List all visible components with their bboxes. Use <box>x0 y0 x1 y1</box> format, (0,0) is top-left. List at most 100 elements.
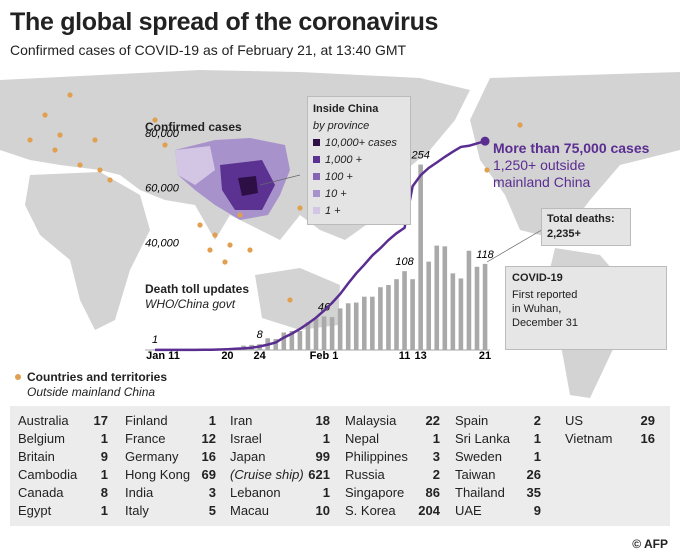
deaths-title: Total deaths: <box>547 213 615 225</box>
country-count: 1 <box>322 431 330 446</box>
swatch <box>313 139 320 146</box>
covid-title: COVID-19 <box>512 272 563 284</box>
bar <box>394 279 399 350</box>
country-dot <box>237 212 243 218</box>
country-name: (Cruise ship) <box>230 467 304 482</box>
country-dot <box>107 177 113 183</box>
bar <box>418 164 423 350</box>
country-name: UAE <box>455 503 482 518</box>
country-count: 1 <box>322 485 330 500</box>
country-count: 5 <box>208 503 216 518</box>
line-end <box>480 136 490 146</box>
country-name: Belgium <box>18 431 65 446</box>
leader-line <box>486 227 546 263</box>
bar-label: 108 <box>395 256 414 268</box>
legend-deaths-source: WHO/China govt <box>145 297 236 311</box>
bar <box>337 308 343 350</box>
country-count: 99 <box>315 449 330 464</box>
bar <box>353 302 359 350</box>
country-name: Taiwan <box>455 467 496 482</box>
country-dot <box>92 137 98 143</box>
swatch <box>313 190 320 197</box>
bar <box>426 261 431 350</box>
country-count: 8 <box>100 485 108 500</box>
country-name: Cambodia <box>18 467 78 482</box>
bar <box>402 271 407 350</box>
bar-label: 46 <box>318 301 331 313</box>
country-count: 1 <box>100 467 108 482</box>
country-count: 10 <box>315 503 330 518</box>
china-legend-item: 10 + <box>313 186 405 203</box>
country-dot <box>162 142 168 148</box>
country-count: 26 <box>526 467 541 482</box>
australia <box>255 268 340 330</box>
swatch <box>313 207 320 214</box>
china-legend-label: 1,000 + <box>325 154 363 166</box>
country-name: Thailand <box>455 485 505 500</box>
country-count: 16 <box>640 431 655 446</box>
country-dot <box>484 167 490 173</box>
bar <box>329 317 335 350</box>
china-legend-label: 10,000+ cases <box>325 137 397 149</box>
country-dot <box>212 232 218 238</box>
legend-cases: Confirmed cases <box>145 120 242 134</box>
country-dot <box>297 205 303 211</box>
country-dot <box>207 247 213 253</box>
deaths-box: Total deaths: 2,235+ <box>541 208 631 246</box>
country-count: 86 <box>425 485 440 500</box>
bar <box>442 246 448 350</box>
north-america <box>470 72 680 240</box>
country-table: Australia 17 Belgium 1 Britain 9 Cambodia 1 Cana… <box>10 406 670 526</box>
country-name: Macau <box>230 503 270 518</box>
country-name: S. Korea <box>345 503 396 518</box>
bar <box>450 273 456 350</box>
bar <box>305 322 311 350</box>
country-name: US <box>565 413 584 428</box>
bar <box>466 250 472 350</box>
country-dot <box>52 147 58 153</box>
country-count: 9 <box>533 503 541 518</box>
bar <box>273 339 279 350</box>
country-name: Philippines <box>345 449 408 464</box>
china-legend-items: 10,000+ cases 1,000 + 100 + 10 + 1 + <box>313 135 405 220</box>
y-tick-label: 40,000 <box>145 237 180 249</box>
y-tick-label: 60,000 <box>145 183 180 195</box>
china-legend: Inside China by province 10,000+ cases 1,… <box>307 96 411 225</box>
bar <box>297 331 303 350</box>
country-count: 1 <box>533 449 541 464</box>
country-name: Sweden <box>455 449 502 464</box>
country-name: Singapore <box>345 485 405 500</box>
x-tick-label: Feb 1 <box>310 350 339 362</box>
country-count: 3 <box>208 485 216 500</box>
countries-key-subtitle: Outside mainland China <box>27 385 156 399</box>
line <box>155 139 486 352</box>
china-region <box>175 146 215 185</box>
country-count: 1 <box>208 413 216 428</box>
y-tick-label: 80,000 <box>145 128 180 140</box>
country-name: Canada <box>18 485 64 500</box>
bar <box>378 287 383 350</box>
bar-label: 8 <box>257 329 264 341</box>
country-dot <box>197 222 203 228</box>
bar <box>281 332 287 350</box>
country-name: Malaysia <box>345 413 397 428</box>
country-name: Germany <box>125 449 179 464</box>
cases-annotation: More than 75,000 cases 1,250+ outside ma… <box>493 140 653 191</box>
country-dot <box>77 162 83 168</box>
country-dot <box>57 132 63 138</box>
country-count: 1 <box>100 431 108 446</box>
bar <box>458 278 464 350</box>
china-legend-label: 100 + <box>325 171 353 183</box>
country-count: 3 <box>432 449 440 464</box>
bar <box>321 316 327 350</box>
country-dot <box>42 112 48 118</box>
bar-label: 118 <box>476 249 494 261</box>
country-dot <box>152 117 158 123</box>
china-region <box>238 176 258 196</box>
country-name: Egypt <box>18 503 52 518</box>
country-name: Italy <box>125 503 149 518</box>
china-legend-item: 1,000 + <box>313 152 405 169</box>
china-legend-item: 1 + <box>313 203 405 220</box>
x-tick-label: 21 <box>479 350 491 362</box>
